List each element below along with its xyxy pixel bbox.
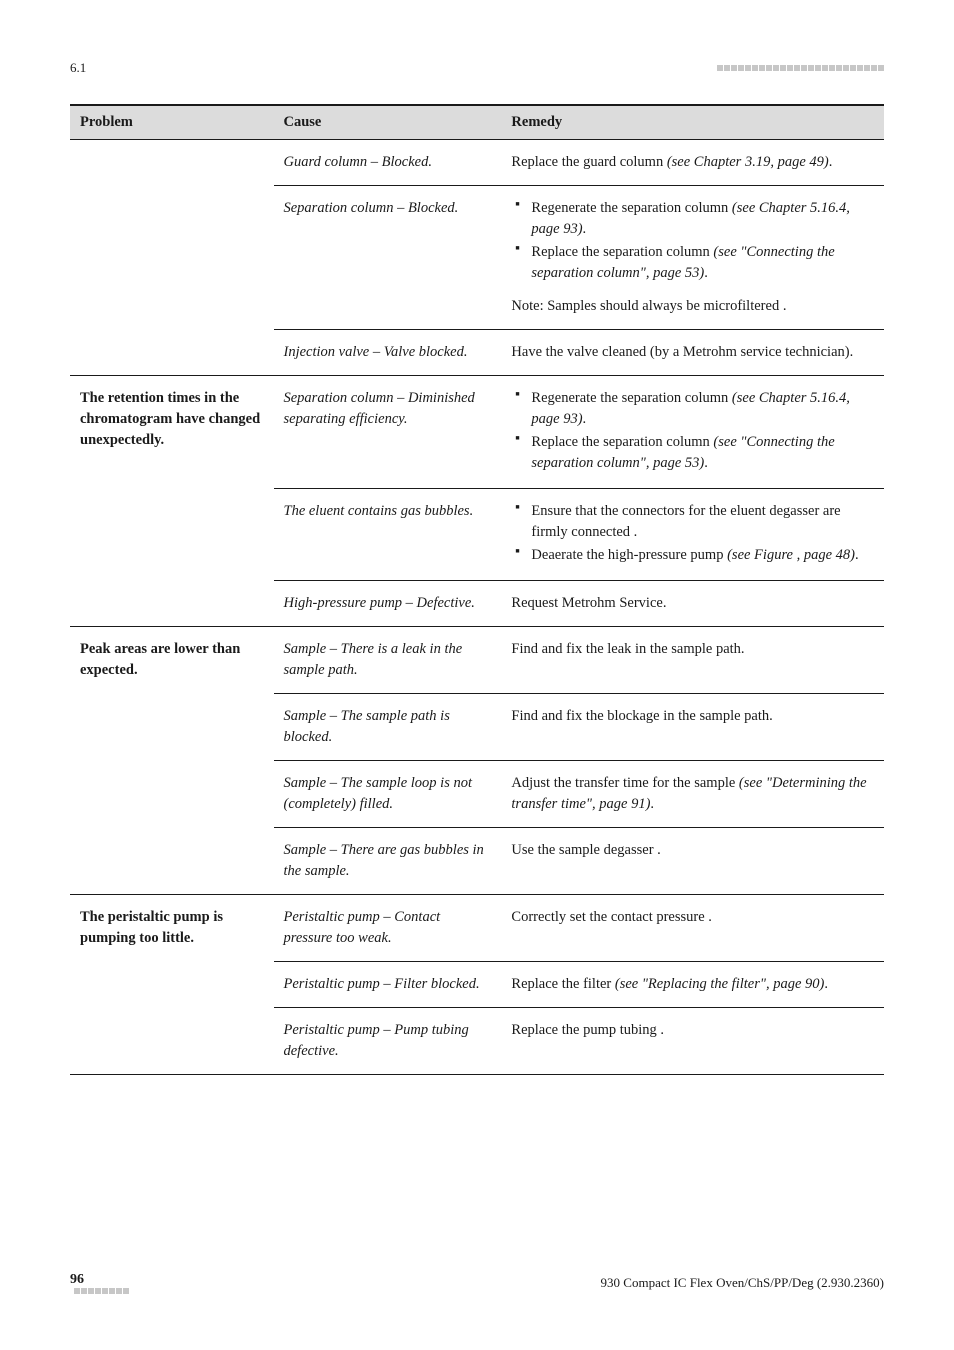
remedy-list: Regenerate the separation column (see Ch… (511, 198, 874, 284)
remedy-cell: Ensure that the connectors for the eluen… (501, 489, 884, 581)
remedy-cell: Regenerate the separation column (see Ch… (501, 376, 884, 489)
cause-cell: Sample – There are gas bubbles in the sa… (274, 828, 502, 895)
remedy-cell: Have the valve cleaned (by a Metrohm ser… (501, 330, 884, 376)
remedy-cell: Correctly set the contact pressure . (501, 895, 884, 962)
problem-cell: The retention times in the chromatogram … (70, 376, 274, 627)
cause-cell: Sample – There is a leak in the sample p… (274, 627, 502, 694)
cause-cell: Guard column – Blocked. (274, 140, 502, 186)
cause-cell: Separation column – Diminished separatin… (274, 376, 502, 489)
cause-cell: Sample – The sample path is blocked. (274, 694, 502, 761)
problem-cell (70, 140, 274, 376)
column-header-remedy: Remedy (501, 105, 884, 140)
remedy-reference: (see Chapter 3.19, page 49) (667, 154, 829, 170)
remedy-cell: Replace the guard column (see Chapter 3.… (501, 140, 884, 186)
problem-cell: Peak areas are lower than expected. (70, 627, 274, 895)
remedy-text: Have the valve cleaned (by a Metrohm ser… (511, 344, 853, 360)
cause-cell: High-pressure pump – Defective. (274, 581, 502, 627)
column-header-cause: Cause (274, 105, 502, 140)
remedy-reference: (see "Replacing the filter", page 90) (615, 976, 824, 992)
footer-decor-dots (74, 1288, 129, 1294)
problem-cell: The peristaltic pump is pumping too litt… (70, 895, 274, 1075)
remedy-cell: Find and fix the blockage in the sample … (501, 694, 884, 761)
remedy-text: Find and fix the blockage in the sample … (511, 708, 772, 724)
remedy-list: Ensure that the connectors for the eluen… (511, 501, 874, 566)
cause-cell: Peristaltic pump – Filter blocked. (274, 962, 502, 1008)
remedy-list-item: Replace the separation column (see "Conn… (511, 432, 874, 474)
table-row: The peristaltic pump is pumping too litt… (70, 895, 884, 962)
cause-cell: Peristaltic pump – Contact pressure too … (274, 895, 502, 962)
remedy-text: Adjust the transfer time for the sample … (511, 775, 866, 812)
column-header-problem: Problem (70, 105, 274, 140)
footer-left: 96 (70, 1271, 129, 1294)
remedy-note: Note: Samples should always be microfilt… (511, 296, 874, 317)
header-decor-dots (717, 65, 884, 71)
section-number: 6.1 (70, 60, 86, 76)
remedy-cell: Replace the filter (see "Replacing the f… (501, 962, 884, 1008)
remedy-reference: (see Figure , page 48) (727, 547, 855, 563)
page-header: 6.1 (70, 60, 884, 76)
remedy-text: Correctly set the contact pressure . (511, 909, 712, 925)
remedy-cell: Replace the pump tubing . (501, 1008, 884, 1075)
remedy-reference: (see Chapter 5.16.4, page 93) (531, 390, 850, 427)
remedy-text: Find and fix the leak in the sample path… (511, 641, 744, 657)
remedy-cell: Adjust the transfer time for the sample … (501, 761, 884, 828)
remedy-list-item: Ensure that the connectors for the eluen… (511, 501, 874, 543)
remedy-reference: (see "Connecting the separation column",… (531, 434, 834, 471)
cause-cell: The eluent contains gas bubbles. (274, 489, 502, 581)
cause-cell: Injection valve – Valve blocked. (274, 330, 502, 376)
remedy-cell: Find and fix the leak in the sample path… (501, 627, 884, 694)
troubleshooting-table: Problem Cause Remedy Guard column – Bloc… (70, 104, 884, 1075)
page-number: 96 (70, 1272, 84, 1287)
remedy-list: Regenerate the separation column (see Ch… (511, 388, 874, 474)
remedy-text: Replace the guard column (see Chapter 3.… (511, 154, 832, 170)
remedy-cell: Regenerate the separation column (see Ch… (501, 186, 884, 330)
remedy-reference: (see Chapter 5.16.4, page 93) (531, 200, 850, 237)
page-footer: 96 930 Compact IC Flex Oven/ChS/PP/Deg (… (70, 1271, 884, 1294)
table-header-row: Problem Cause Remedy (70, 105, 884, 140)
table-row: The retention times in the chromatogram … (70, 376, 884, 489)
cause-cell: Separation column – Blocked. (274, 186, 502, 330)
remedy-text: Replace the filter (see "Replacing the f… (511, 976, 828, 992)
remedy-reference: (see "Determining the transfer time", pa… (511, 775, 866, 812)
remedy-text: Request Metrohm Service. (511, 595, 666, 611)
remedy-text: Use the sample degasser . (511, 842, 660, 858)
remedy-text: Replace the pump tubing . (511, 1022, 664, 1038)
remedy-reference: (see "Connecting the separation column",… (531, 244, 834, 281)
footer-right-text: 930 Compact IC Flex Oven/ChS/PP/Deg (2.9… (601, 1275, 884, 1291)
remedy-list-item: Regenerate the separation column (see Ch… (511, 198, 874, 240)
remedy-cell: Use the sample degasser . (501, 828, 884, 895)
table-row: Peak areas are lower than expected.Sampl… (70, 627, 884, 694)
table-row: Guard column – Blocked. Replace the guard… (70, 140, 884, 186)
cause-cell: Sample – The sample loop is not (complet… (274, 761, 502, 828)
remedy-list-item: Replace the separation column (see "Conn… (511, 242, 874, 284)
remedy-cell: Request Metrohm Service. (501, 581, 884, 627)
remedy-list-item: Regenerate the separation column (see Ch… (511, 388, 874, 430)
remedy-list-item: Deaerate the high-pressure pump (see Fig… (511, 545, 874, 566)
cause-cell: Peristaltic pump – Pump tubing defective… (274, 1008, 502, 1075)
